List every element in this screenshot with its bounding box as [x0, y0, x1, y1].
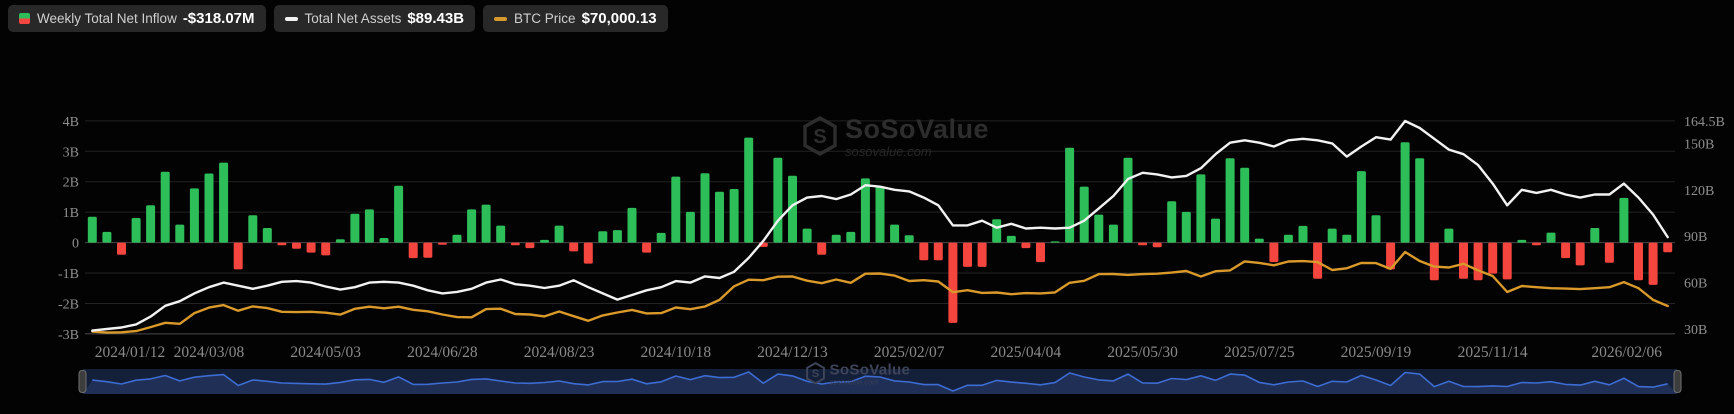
- inflow-split-icon: [19, 13, 30, 24]
- navigator-left-handle[interactable]: [78, 370, 87, 393]
- legend-label: BTC Price: [514, 11, 576, 26]
- assets-dash-icon: [284, 16, 298, 21]
- svg-text:2B: 2B: [63, 176, 79, 191]
- svg-text:4B: 4B: [63, 115, 79, 130]
- svg-text:3B: 3B: [63, 145, 79, 160]
- svg-text:1B: 1B: [63, 206, 79, 221]
- legend-label: Weekly Total Net Inflow: [37, 11, 177, 26]
- svg-text:90B: 90B: [1684, 230, 1707, 245]
- svg-text:2024/12/13: 2024/12/13: [757, 344, 828, 361]
- svg-text:120B: 120B: [1684, 184, 1714, 199]
- svg-text:2024/01/12: 2024/01/12: [95, 344, 166, 361]
- svg-text:164.5B: 164.5B: [1684, 115, 1725, 130]
- navigator[interactable]: [78, 369, 1682, 394]
- svg-text:2025/05/30: 2025/05/30: [1107, 344, 1178, 361]
- chart-legend: Weekly Total Net Inflow -$318.07M Total …: [8, 5, 668, 32]
- svg-text:-1B: -1B: [58, 267, 79, 282]
- legend-label: Total Net Assets: [304, 11, 402, 26]
- svg-text:2024/03/08: 2024/03/08: [174, 344, 245, 361]
- svg-text:2025/11/14: 2025/11/14: [1458, 344, 1528, 361]
- svg-text:150B: 150B: [1684, 137, 1714, 152]
- svg-text:-2B: -2B: [58, 297, 79, 312]
- svg-text:2025/04/04: 2025/04/04: [991, 344, 1062, 361]
- svg-text:2024/06/28: 2024/06/28: [407, 344, 478, 361]
- svg-text:2024/08/23: 2024/08/23: [524, 344, 595, 361]
- legend-value: -$318.07M: [182, 10, 255, 27]
- legend-item-total-net-assets[interactable]: Total Net Assets $89.43B: [273, 5, 476, 32]
- svg-text:2025/02/07: 2025/02/07: [874, 344, 945, 361]
- svg-text:0: 0: [72, 237, 79, 252]
- svg-text:2025/09/19: 2025/09/19: [1341, 344, 1412, 361]
- svg-text:2026/02/06: 2026/02/06: [1591, 344, 1662, 361]
- legend-value: $89.43B: [407, 10, 465, 27]
- btc-dash-icon: [494, 16, 508, 21]
- legend-item-net-inflow[interactable]: Weekly Total Net Inflow -$318.07M: [8, 5, 266, 32]
- svg-text:2024/05/03: 2024/05/03: [290, 344, 361, 361]
- navigator-right-handle[interactable]: [1673, 370, 1682, 393]
- legend-value: $70,000.13: [581, 10, 657, 27]
- svg-text:30B: 30B: [1684, 323, 1707, 338]
- svg-text:2025/07/25: 2025/07/25: [1224, 344, 1295, 361]
- svg-text:60B: 60B: [1684, 277, 1707, 292]
- svg-text:-3B: -3B: [58, 328, 79, 343]
- legend-item-btc-price[interactable]: BTC Price $70,000.13: [483, 5, 668, 32]
- svg-text:2024/10/18: 2024/10/18: [640, 344, 711, 361]
